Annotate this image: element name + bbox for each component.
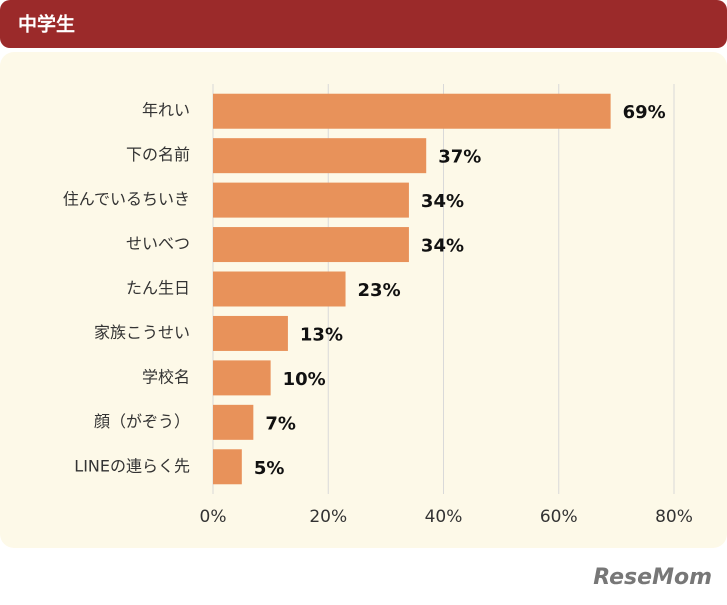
y-tick-label: たん生日 bbox=[126, 279, 190, 298]
bar bbox=[213, 404, 254, 440]
x-tick-label: 20% bbox=[309, 507, 347, 527]
bar bbox=[213, 138, 427, 174]
y-tick-label: 住んでいるちいき bbox=[63, 190, 190, 209]
bar bbox=[213, 449, 242, 485]
watermark: ReseMom bbox=[593, 565, 712, 590]
x-tick-label: 80% bbox=[655, 507, 693, 527]
plot-area: 0% 20% 40% 60% 80% 年れい 69% 下の名前 37% 住んでいるちいき 34% せい… bbox=[63, 84, 693, 527]
x-tick-label: 0% bbox=[200, 507, 227, 527]
value-label: 34% bbox=[421, 191, 464, 212]
bar bbox=[213, 315, 288, 351]
bar bbox=[213, 93, 611, 129]
header-title: 中学生 bbox=[18, 13, 75, 36]
value-label: 69% bbox=[623, 102, 666, 123]
bar bbox=[213, 227, 409, 263]
y-tick-label: 顔（がぞう） bbox=[94, 412, 190, 431]
value-label: 5% bbox=[254, 458, 285, 479]
y-tick-label: LINEの連らく先 bbox=[74, 456, 190, 475]
header-bar bbox=[0, 0, 727, 48]
value-label: 13% bbox=[300, 324, 343, 345]
y-tick-label: 年れい bbox=[142, 101, 190, 120]
y-tick-label: 家族こうせい bbox=[94, 323, 190, 342]
bar bbox=[213, 271, 346, 307]
y-tick-label: 下の名前 bbox=[126, 145, 190, 164]
x-tick-label: 40% bbox=[425, 507, 463, 527]
y-tick-label: せいべつ bbox=[126, 234, 190, 253]
x-tick-label: 60% bbox=[540, 507, 578, 527]
value-label: 37% bbox=[438, 147, 481, 168]
bar bbox=[213, 182, 409, 218]
bar bbox=[213, 360, 271, 396]
chart-panel bbox=[0, 52, 727, 548]
value-label: 10% bbox=[283, 369, 326, 390]
y-tick-label: 学校名 bbox=[142, 367, 190, 386]
value-label: 7% bbox=[265, 413, 296, 434]
value-label: 23% bbox=[358, 280, 401, 301]
value-label: 34% bbox=[421, 236, 464, 257]
